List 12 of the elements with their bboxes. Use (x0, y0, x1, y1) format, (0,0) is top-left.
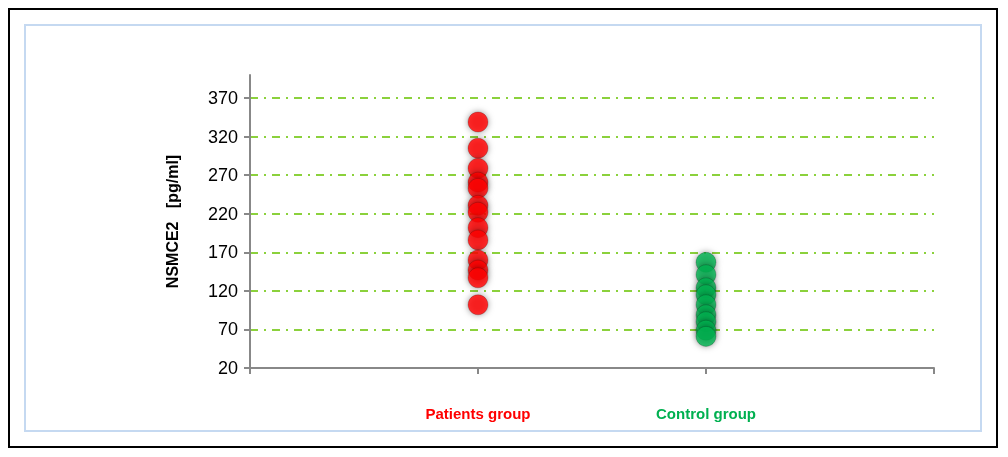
x-tick-label: Patients group (425, 405, 531, 422)
y-tick-label: 170 (207, 242, 238, 263)
x-tick-label: Control group (656, 405, 756, 422)
y-tick-label: 320 (207, 126, 238, 147)
y-tick-label: 220 (207, 203, 238, 224)
y-tick-label: 370 (207, 88, 238, 109)
y-tick-label: 70 (217, 319, 238, 340)
frame: NSMCE2 [pg/ml] 20 70 120 170 220 270 320 370 Patients group Control group (8, 8, 998, 448)
y-tick-label: 270 (207, 165, 238, 186)
y-tick-label: 120 (207, 280, 238, 301)
y-tick-label: 20 (217, 358, 238, 378)
y-axis-title: NSMCE2 [pg/ml] (163, 154, 181, 289)
